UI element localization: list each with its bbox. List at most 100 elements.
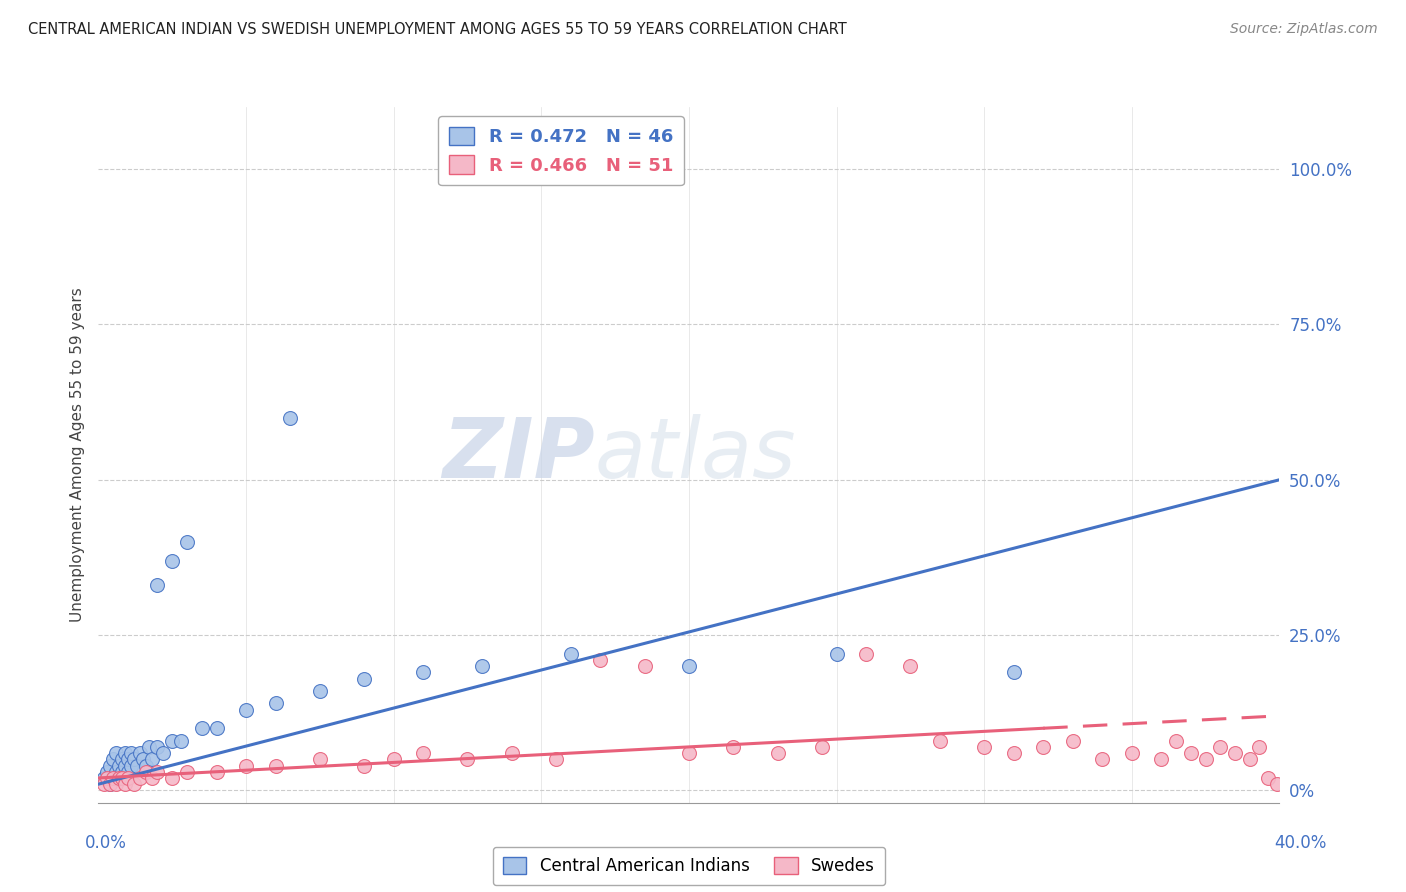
Point: [114, 758, 136, 772]
Point: [152, 746, 174, 760]
Point: [146, 764, 169, 779]
Legend: Central American Indians, Swedes: Central American Indians, Swedes: [494, 847, 884, 885]
Point: [138, 739, 160, 754]
Point: [1257, 771, 1279, 785]
Point: [1062, 733, 1084, 747]
Point: [1265, 777, 1288, 791]
Point: [766, 746, 789, 760]
Point: [135, 764, 157, 779]
Point: [122, 752, 145, 766]
Point: [111, 752, 134, 766]
Point: [105, 746, 128, 760]
Point: [93, 771, 115, 785]
Point: [353, 758, 375, 772]
Point: [98, 777, 121, 791]
Point: [117, 771, 139, 785]
Point: [1091, 752, 1114, 766]
Point: [1032, 739, 1054, 754]
Point: [1150, 752, 1173, 766]
Text: Source: ZipAtlas.com: Source: ZipAtlas.com: [1230, 22, 1378, 37]
Point: [141, 771, 163, 785]
Point: [103, 752, 125, 766]
Point: [278, 410, 302, 425]
Point: [128, 771, 150, 785]
Point: [111, 764, 134, 779]
Text: 40.0%: 40.0%: [1274, 834, 1327, 852]
Point: [117, 764, 139, 779]
Point: [264, 758, 287, 772]
Point: [1164, 733, 1187, 747]
Point: [471, 659, 494, 673]
Point: [98, 777, 121, 791]
Point: [412, 665, 434, 680]
Point: [114, 777, 136, 791]
Point: [456, 752, 478, 766]
Point: [135, 758, 157, 772]
Point: [309, 684, 332, 698]
Point: [191, 721, 214, 735]
Point: [1180, 746, 1202, 760]
Point: [501, 746, 523, 760]
Point: [1002, 746, 1025, 760]
Point: [162, 553, 183, 567]
Point: [162, 771, 183, 785]
Point: [103, 771, 125, 785]
Point: [1247, 739, 1270, 754]
Point: [205, 721, 228, 735]
Point: [560, 647, 582, 661]
Point: [170, 733, 193, 747]
Point: [96, 771, 118, 785]
Point: [108, 771, 131, 785]
Point: [108, 758, 131, 772]
Point: [1002, 665, 1025, 680]
Point: [1209, 739, 1232, 754]
Point: [353, 672, 375, 686]
Point: [146, 739, 169, 754]
Text: atlas: atlas: [595, 415, 796, 495]
Point: [205, 764, 228, 779]
Text: 0.0%: 0.0%: [84, 834, 127, 852]
Point: [589, 653, 612, 667]
Point: [162, 733, 183, 747]
Point: [114, 746, 136, 760]
Point: [120, 758, 142, 772]
Point: [176, 764, 198, 779]
Point: [105, 777, 128, 791]
Point: [176, 534, 198, 549]
Point: [678, 746, 700, 760]
Point: [105, 764, 128, 779]
Point: [1223, 746, 1246, 760]
Point: [900, 659, 922, 673]
Point: [928, 733, 950, 747]
Point: [125, 758, 148, 772]
Point: [120, 746, 142, 760]
Point: [93, 777, 115, 791]
Point: [855, 647, 877, 661]
Text: CENTRAL AMERICAN INDIAN VS SWEDISH UNEMPLOYMENT AMONG AGES 55 TO 59 YEARS CORREL: CENTRAL AMERICAN INDIAN VS SWEDISH UNEMP…: [28, 22, 846, 37]
Point: [678, 659, 700, 673]
Point: [825, 647, 848, 661]
Point: [141, 752, 163, 766]
Point: [810, 739, 832, 754]
Point: [309, 752, 332, 766]
Point: [96, 764, 118, 779]
Point: [103, 771, 125, 785]
Point: [98, 758, 121, 772]
Text: ZIP: ZIP: [441, 415, 595, 495]
Point: [1121, 746, 1143, 760]
Point: [122, 777, 145, 791]
Point: [235, 758, 257, 772]
Y-axis label: Unemployment Among Ages 55 to 59 years: Unemployment Among Ages 55 to 59 years: [69, 287, 84, 623]
Point: [1239, 752, 1261, 766]
Point: [721, 739, 744, 754]
Point: [264, 697, 287, 711]
Point: [1195, 752, 1218, 766]
Point: [544, 752, 567, 766]
Point: [117, 752, 139, 766]
Point: [132, 752, 155, 766]
Point: [412, 746, 434, 760]
Point: [111, 771, 134, 785]
Point: [235, 703, 257, 717]
Point: [128, 746, 150, 760]
Point: [382, 752, 405, 766]
